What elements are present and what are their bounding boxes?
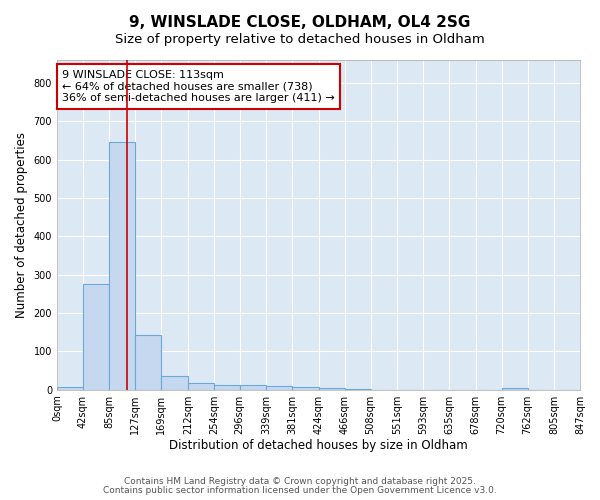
- Bar: [292, 386, 319, 390]
- Bar: [83, 284, 109, 390]
- X-axis label: Distribution of detached houses by size in Oldham: Distribution of detached houses by size …: [169, 440, 468, 452]
- Bar: [161, 376, 188, 390]
- Bar: [57, 386, 83, 390]
- Text: Contains HM Land Registry data © Crown copyright and database right 2025.: Contains HM Land Registry data © Crown c…: [124, 477, 476, 486]
- Bar: [136, 335, 161, 390]
- Bar: [188, 383, 214, 390]
- Y-axis label: Number of detached properties: Number of detached properties: [15, 132, 28, 318]
- Bar: [109, 142, 136, 390]
- Bar: [345, 389, 371, 390]
- Bar: [214, 385, 240, 390]
- Bar: [240, 386, 266, 390]
- Text: 9, WINSLADE CLOSE, OLDHAM, OL4 2SG: 9, WINSLADE CLOSE, OLDHAM, OL4 2SG: [130, 15, 470, 30]
- Bar: [266, 386, 292, 390]
- Text: Contains public sector information licensed under the Open Government Licence v3: Contains public sector information licen…: [103, 486, 497, 495]
- Text: Size of property relative to detached houses in Oldham: Size of property relative to detached ho…: [115, 32, 485, 46]
- Bar: [319, 388, 345, 390]
- Text: 9 WINSLADE CLOSE: 113sqm
← 64% of detached houses are smaller (738)
36% of semi-: 9 WINSLADE CLOSE: 113sqm ← 64% of detach…: [62, 70, 335, 103]
- Bar: [502, 388, 527, 390]
